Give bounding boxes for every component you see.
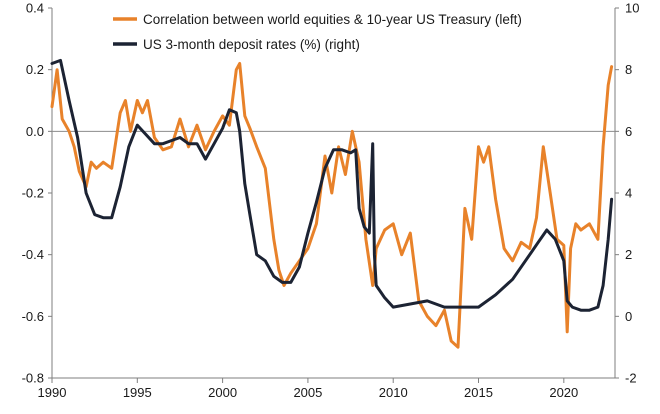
legend-label-deposit-rates: US 3-month deposit rates (%) (right) xyxy=(143,37,360,52)
series-line-correlation xyxy=(50,62,614,349)
left-y-tick-label: 0.0 xyxy=(26,124,44,139)
series-line-deposit-rates xyxy=(50,58,614,312)
left-y-tick-label: -0.8 xyxy=(22,371,44,386)
right-y-tick-label: 8 xyxy=(625,62,632,77)
right-y-tick-label: -2 xyxy=(625,371,637,386)
plot-area: 0.4 0.2 0.0 -0.2 -0.4 -0.6 -0.8 10 8 6 4 2 0 -2 1990 19… xyxy=(22,1,640,401)
left-y-tick-label: -0.4 xyxy=(22,247,44,262)
right-y-tick-label: 10 xyxy=(625,1,639,16)
legend: Correlation between world equities & 10-… xyxy=(113,12,522,52)
x-tick-label: 1990 xyxy=(38,385,67,400)
left-y-tick-label: -0.2 xyxy=(22,186,44,201)
legend-label-correlation: Correlation between world equities & 10-… xyxy=(143,12,522,27)
right-y-tick-label: 0 xyxy=(625,309,632,324)
x-tick-label: 2000 xyxy=(208,385,237,400)
right-y-tick-label: 4 xyxy=(625,186,632,201)
left-y-tick-label: 0.4 xyxy=(26,1,44,16)
left-y-tick-label: -0.6 xyxy=(22,309,44,324)
x-tick-label: 1995 xyxy=(123,385,152,400)
right-y-tick-label: 6 xyxy=(625,124,632,139)
x-tick-label: 2005 xyxy=(293,385,322,400)
x-tick-label: 2015 xyxy=(464,385,493,400)
left-y-tick-label: 0.2 xyxy=(26,62,44,77)
x-tick-label: 2020 xyxy=(549,385,578,400)
right-y-tick-label: 2 xyxy=(625,247,632,262)
x-tick-label: 2010 xyxy=(379,385,408,400)
